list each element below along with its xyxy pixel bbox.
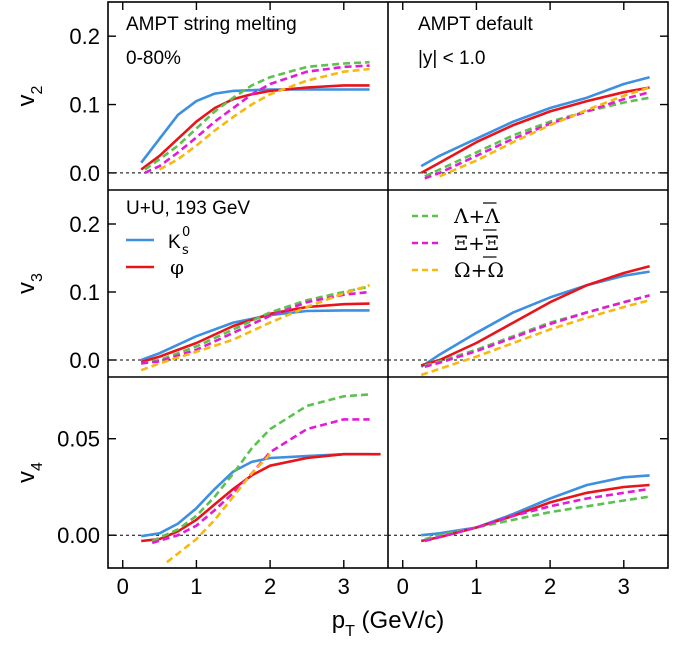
- series-line: [420, 483, 650, 543]
- y-tick-label: 0.05: [57, 427, 100, 452]
- legend-label-sup: 0: [182, 225, 190, 240]
- legend-label: Ω+Ω: [454, 258, 504, 282]
- series-line: [420, 298, 650, 377]
- x-tick-label: 3: [618, 574, 630, 599]
- x-tick-label: 3: [338, 574, 350, 599]
- x-tick-label: 1: [190, 574, 202, 599]
- frame-layer: [107, 1, 669, 569]
- series-line: [140, 88, 370, 164]
- series-line: [424, 294, 650, 369]
- y-axis-label: v2: [13, 85, 46, 106]
- series-line: [421, 474, 650, 537]
- annotation: 0-80%: [126, 48, 181, 69]
- y-tick-label: 0.2: [69, 212, 100, 237]
- series-line: [141, 290, 370, 365]
- y-axis-label-text: v4: [13, 462, 46, 483]
- series-line: [158, 67, 370, 171]
- legend-label: Λ+Λ: [453, 204, 500, 228]
- legend-label-sub: s: [182, 243, 189, 258]
- series-line: [420, 86, 650, 175]
- legend-label: Ξ+Ξ: [454, 231, 499, 255]
- series-line: [140, 283, 370, 372]
- series-line: [420, 264, 650, 367]
- series-line: [420, 270, 650, 368]
- series-layer: [140, 60, 650, 564]
- text-layer: 0 1 2 3 0 1 2 3 0.0 0.1 0.2 0.0 0.1 0.2 0.00 0.05 v2 v3 v4…: [13, 14, 630, 640]
- series-line: [144, 64, 370, 175]
- legend-label: K: [168, 232, 181, 253]
- y-tick-label: 0.00: [57, 523, 100, 548]
- annotation: AMPT default: [418, 14, 533, 35]
- series-line: [420, 75, 650, 168]
- y-tick-label: 0.0: [69, 348, 100, 373]
- panels-layer: [108, 172, 668, 536]
- annotation: U+U, 193 GeV: [126, 198, 250, 219]
- y-tick-label: 0.1: [69, 93, 100, 118]
- x-tick-label: 0: [397, 574, 409, 599]
- series-line: [166, 453, 272, 564]
- y-axis-label: v4: [13, 462, 46, 483]
- x-axis-label: pT (GeV/c): [332, 607, 444, 640]
- series-line: [141, 452, 381, 543]
- series-line: [140, 302, 370, 364]
- legend-label: φ: [170, 255, 184, 279]
- series-line: [144, 60, 370, 171]
- y-tick-label: 0.0: [69, 161, 100, 186]
- annotation: |y| < 1.0: [418, 48, 485, 69]
- series-line: [151, 393, 370, 543]
- y-tick-label: 0.2: [69, 24, 100, 49]
- series-line: [424, 96, 650, 178]
- annotation: AMPT string melting: [126, 14, 297, 35]
- series-line: [439, 86, 650, 178]
- y-tick-label: 0.1: [69, 280, 100, 305]
- y-axis-label-text: v3: [13, 273, 46, 294]
- x-tick-label: 2: [544, 574, 556, 599]
- series-line: [140, 285, 370, 365]
- series-line: [424, 487, 650, 543]
- x-tick-label: 1: [470, 574, 482, 599]
- y-axis-label-text: v2: [13, 85, 46, 106]
- y-axis-label: v3: [13, 273, 46, 294]
- x-tick-label: 0: [117, 574, 129, 599]
- series-line: [424, 90, 650, 180]
- x-tick-label: 2: [264, 574, 276, 599]
